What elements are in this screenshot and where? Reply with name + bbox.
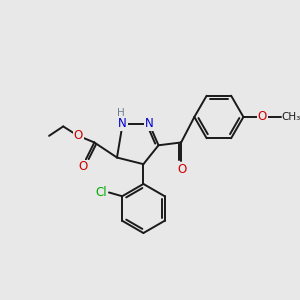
Text: H: H [117,108,124,118]
Text: O: O [74,129,83,142]
Text: O: O [78,160,88,173]
Text: Cl: Cl [96,186,107,199]
Text: O: O [258,110,267,124]
Text: N: N [145,117,153,130]
Text: CH₃: CH₃ [281,112,300,122]
Text: O: O [178,163,187,176]
Text: N: N [118,117,127,130]
